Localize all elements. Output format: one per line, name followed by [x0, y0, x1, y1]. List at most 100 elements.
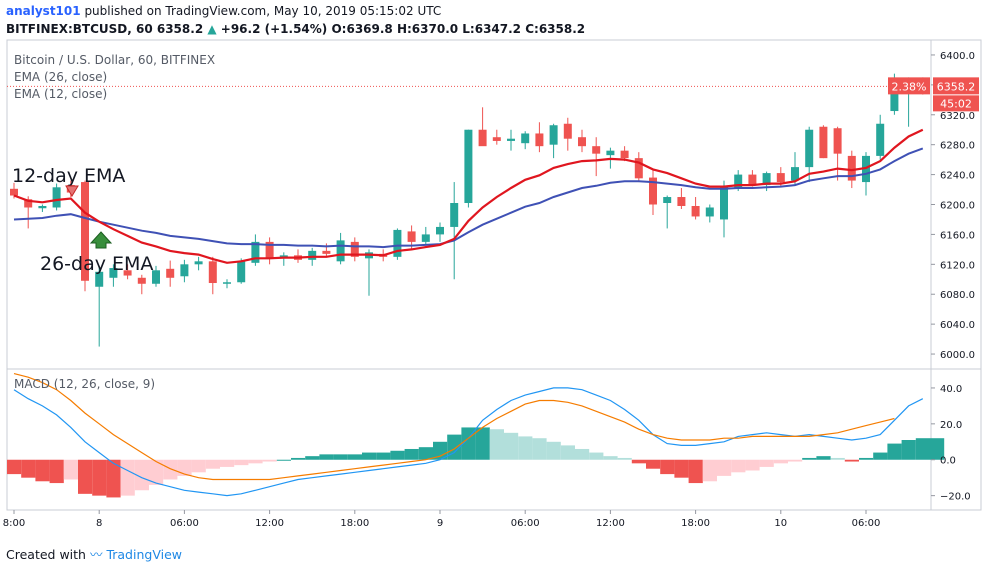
candle-body[interactable]	[705, 207, 714, 217]
candle-body[interactable]	[805, 129, 814, 168]
macd-histogram-bar	[347, 454, 362, 460]
candle-body[interactable]	[123, 270, 132, 276]
macd-histogram-bar	[21, 459, 36, 478]
candle-body[interactable]	[762, 173, 771, 186]
candle-body[interactable]	[109, 268, 118, 278]
time-tick-label: 18:00	[340, 518, 369, 529]
macd-histogram-bar	[191, 459, 206, 473]
candle-body[interactable]	[663, 197, 672, 204]
candle-body[interactable]	[10, 188, 18, 196]
candle-body[interactable]	[350, 241, 359, 257]
macd-histogram-bar	[177, 459, 192, 476]
macd-histogram-bar	[35, 459, 50, 482]
candle-body[interactable]	[535, 133, 544, 147]
candle-body[interactable]	[791, 167, 799, 181]
candle-body[interactable]	[649, 177, 657, 205]
candle-body[interactable]	[166, 268, 175, 278]
price-tick-label: 6240.0	[940, 171, 975, 182]
candle-body[interactable]	[52, 187, 61, 208]
candle-body[interactable]	[336, 240, 345, 262]
footer: Created with 〰 TradingView	[6, 544, 182, 563]
macd-tick-label: 20.0	[940, 420, 962, 431]
tradingview-logo-icon[interactable]: 〰	[89, 547, 103, 562]
created-with: Created with	[6, 547, 86, 562]
candle-body[interactable]	[81, 182, 89, 281]
macd-histogram-bar	[163, 459, 178, 480]
candle-body[interactable]	[847, 155, 856, 181]
macd-histogram-bar	[92, 459, 107, 496]
candle-body[interactable]	[208, 261, 217, 284]
price-tick-label: 6040.0	[940, 320, 975, 331]
candle-body[interactable]	[720, 186, 728, 220]
candle-body[interactable]	[563, 123, 572, 139]
macd-histogram-bar	[802, 457, 817, 460]
macd-histogram-bar	[418, 447, 433, 460]
candle-body[interactable]	[322, 250, 331, 254]
candle-body[interactable]	[464, 129, 473, 204]
candle-body[interactable]	[507, 138, 515, 141]
macd-histogram-bar	[276, 459, 291, 461]
macd-histogram-bar	[248, 459, 263, 464]
price-tick-label: 6120.0	[940, 260, 975, 271]
candle-body[interactable]	[180, 264, 189, 277]
candle-body[interactable]	[38, 205, 47, 209]
candle-body[interactable]	[478, 129, 487, 147]
time-tick-label: 18:00	[681, 518, 710, 529]
candle-body[interactable]	[776, 173, 785, 183]
down-arrow-icon	[65, 185, 79, 197]
signal-line	[13, 373, 895, 481]
ohlc-values: O:6369.8 H:6370.0 L:6347.2 C:6358.2	[331, 22, 586, 36]
macd-histogram-bar	[305, 456, 320, 460]
macd-histogram-bar	[674, 459, 689, 478]
candle-body[interactable]	[876, 123, 885, 156]
candle-body[interactable]	[251, 241, 260, 263]
candle-body[interactable]	[734, 174, 743, 189]
candle-body[interactable]	[421, 234, 430, 242]
candle-body[interactable]	[691, 205, 700, 217]
candle-body[interactable]	[265, 241, 274, 259]
macd-histogram-bar	[631, 459, 646, 464]
macd-histogram-bar	[120, 459, 135, 496]
last-price: 6358.2	[156, 22, 204, 36]
pct-badge	[888, 77, 930, 95]
last-price-label: 6358.2	[937, 80, 976, 93]
candle-body[interactable]	[634, 158, 643, 179]
annotation-12-day-ema: 12-day EMA	[12, 165, 125, 187]
macd-histogram-bar	[617, 457, 632, 460]
candle-body[interactable]	[890, 81, 899, 112]
candle-body[interactable]	[521, 133, 530, 144]
candle-body[interactable]	[223, 282, 231, 284]
candle-body[interactable]	[436, 226, 444, 235]
candle-body[interactable]	[450, 203, 459, 227]
candle-body[interactable]	[578, 137, 586, 147]
candle-body[interactable]	[549, 125, 558, 145]
candle-body[interactable]	[833, 128, 842, 154]
candle-body[interactable]	[393, 229, 402, 257]
candle-body[interactable]	[620, 150, 629, 159]
candle-body[interactable]	[95, 271, 104, 287]
author-name[interactable]: analyst101	[6, 4, 81, 18]
macd-histogram-bar	[205, 459, 220, 469]
candle-body[interactable]	[492, 137, 501, 141]
candle-body[interactable]	[152, 270, 160, 284]
candle-body[interactable]	[677, 197, 686, 206]
candle-body[interactable]	[137, 277, 146, 284]
time-tick-label: 8	[96, 518, 102, 529]
candle-body[interactable]	[592, 146, 601, 154]
macd-histogram-bar	[915, 438, 930, 460]
candle-body[interactable]	[407, 231, 416, 242]
candle-body[interactable]	[819, 126, 828, 159]
macd-histogram-bar	[78, 459, 93, 494]
candle-body[interactable]	[606, 150, 615, 156]
macd-title: MACD (12, 26, close, 9)	[14, 377, 155, 391]
candle-body[interactable]	[237, 261, 246, 283]
candle-body[interactable]	[24, 199, 33, 208]
macd-histogram-bar	[7, 459, 22, 475]
candle-body[interactable]	[748, 174, 757, 186]
macd-histogram-bar	[234, 459, 249, 466]
tradingview-brand[interactable]: TradingView	[106, 547, 182, 562]
candle-body[interactable]	[308, 250, 317, 260]
candle-body[interactable]	[194, 261, 203, 265]
publish-info: published on TradingView.com, May 10, 20…	[84, 4, 442, 18]
